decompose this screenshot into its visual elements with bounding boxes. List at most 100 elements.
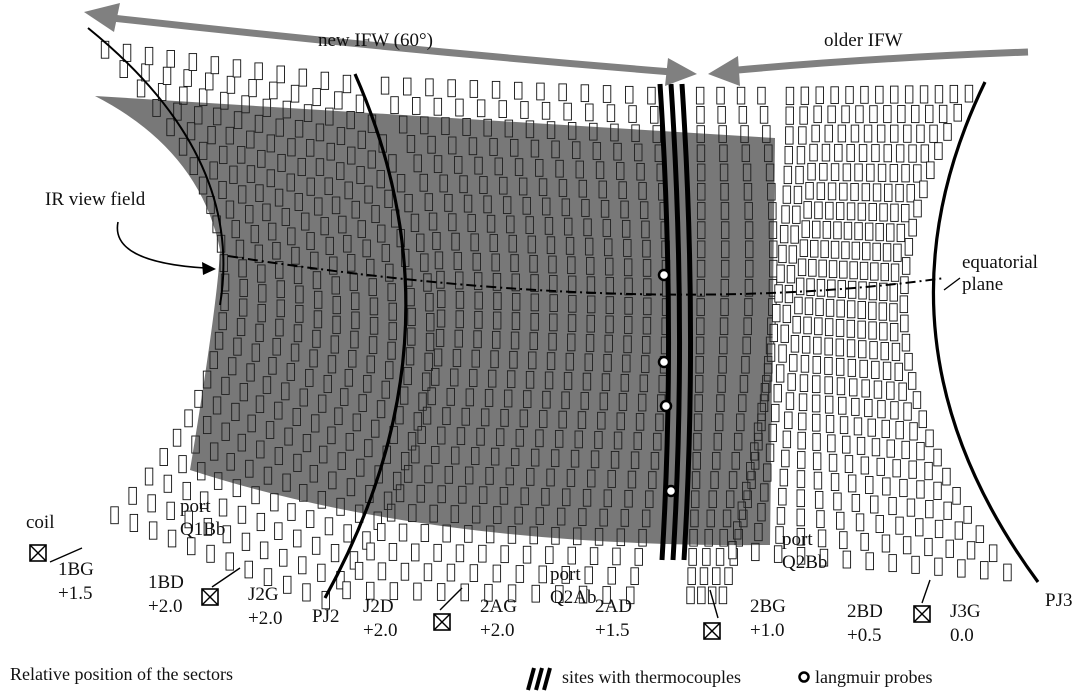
tile-outline-ir xyxy=(427,387,436,406)
tile-outline-ir xyxy=(618,181,627,200)
tile xyxy=(736,86,746,105)
tile xyxy=(807,162,816,181)
tile xyxy=(779,468,789,487)
tile xyxy=(779,225,789,244)
tile xyxy=(827,182,837,201)
tile xyxy=(812,433,821,451)
tile-outline-ir xyxy=(490,350,499,369)
tile xyxy=(585,103,594,122)
tile xyxy=(881,419,890,438)
tile xyxy=(966,541,976,560)
tile xyxy=(491,80,501,99)
tile-outline-ir xyxy=(276,280,285,298)
tile-outline-ir xyxy=(495,428,505,446)
tile-outline-ir xyxy=(272,337,281,356)
tile xyxy=(580,84,590,103)
tile-outline-ir xyxy=(535,507,544,525)
tile-outline-ir xyxy=(696,279,705,297)
tile-outline-ir xyxy=(765,163,775,182)
tile xyxy=(630,567,639,585)
tile-outline-ir xyxy=(695,375,704,393)
tile-outline-ir xyxy=(505,467,515,486)
tile-outline-ir xyxy=(313,310,323,329)
tile-outline-ir xyxy=(194,106,203,125)
tile xyxy=(813,336,822,355)
tile xyxy=(860,456,870,475)
sector-name-label: J2G xyxy=(248,584,279,605)
tile-outline-ir xyxy=(744,279,754,297)
tile xyxy=(897,105,906,124)
tile xyxy=(354,561,364,580)
tile xyxy=(912,391,922,409)
tile-outline-ir xyxy=(523,390,532,408)
tile xyxy=(964,84,974,103)
tile-outline-ir xyxy=(257,149,266,168)
tile xyxy=(906,184,915,203)
tile-outline-ir xyxy=(218,312,227,331)
tile xyxy=(203,517,213,536)
tile-outline-ir xyxy=(237,185,247,204)
tile xyxy=(857,202,867,221)
tile-outline-ir xyxy=(332,315,341,334)
tile-outline-ir xyxy=(465,388,475,407)
tile-outline-ir xyxy=(272,241,281,260)
tile-outline-ir xyxy=(351,311,360,330)
tile xyxy=(908,144,917,163)
tile xyxy=(913,164,922,183)
tile xyxy=(398,523,408,542)
tile-outline-ir xyxy=(469,369,478,387)
tile-outline-ir xyxy=(639,374,648,393)
tile xyxy=(824,318,834,337)
tile xyxy=(817,529,827,548)
tile-outline-ir xyxy=(642,259,652,277)
tile xyxy=(926,161,935,180)
tile xyxy=(849,261,858,280)
tile xyxy=(187,537,196,556)
tile xyxy=(891,342,901,362)
tile-outline-ir xyxy=(567,314,577,332)
tile xyxy=(890,203,899,222)
tile-outline-ir xyxy=(586,257,595,275)
tile-outline-ir xyxy=(526,468,535,486)
tile-outline-ir xyxy=(416,484,426,503)
tile-outline-ir xyxy=(403,366,412,385)
tile-outline-ir xyxy=(439,174,448,193)
pj3-label: PJ3 xyxy=(1045,590,1072,611)
tile-outline-ir xyxy=(640,201,649,219)
tile-outline-ir xyxy=(641,355,650,373)
tile xyxy=(818,259,827,278)
tile xyxy=(988,544,998,563)
tile xyxy=(875,223,884,242)
tile-outline-ir xyxy=(214,331,224,350)
tile xyxy=(531,584,540,603)
tile-outline-ir xyxy=(313,290,323,309)
tile xyxy=(647,86,656,105)
tile xyxy=(241,532,251,551)
tile xyxy=(846,144,855,162)
tile xyxy=(890,124,899,143)
tile-outline-ir xyxy=(424,193,434,211)
tile-outline-ir xyxy=(510,138,519,157)
tile-outline-ir xyxy=(499,176,508,195)
tile xyxy=(904,352,913,371)
coil-label: coil xyxy=(26,512,55,533)
tile xyxy=(916,480,925,499)
tile xyxy=(492,564,502,583)
tile-outline-ir xyxy=(173,102,182,121)
tile xyxy=(833,492,842,511)
tile xyxy=(162,66,172,85)
tile xyxy=(803,316,812,335)
tile xyxy=(469,80,479,98)
tile-outline-ir xyxy=(598,180,607,199)
tile xyxy=(857,301,866,320)
tile xyxy=(857,320,866,339)
tile xyxy=(804,297,814,316)
tile xyxy=(859,359,868,378)
tile xyxy=(425,78,434,97)
tile xyxy=(805,182,814,200)
tile xyxy=(259,541,269,560)
tile-outline-ir xyxy=(697,202,706,220)
tile-outline-ir xyxy=(347,146,356,165)
tile xyxy=(628,105,637,123)
